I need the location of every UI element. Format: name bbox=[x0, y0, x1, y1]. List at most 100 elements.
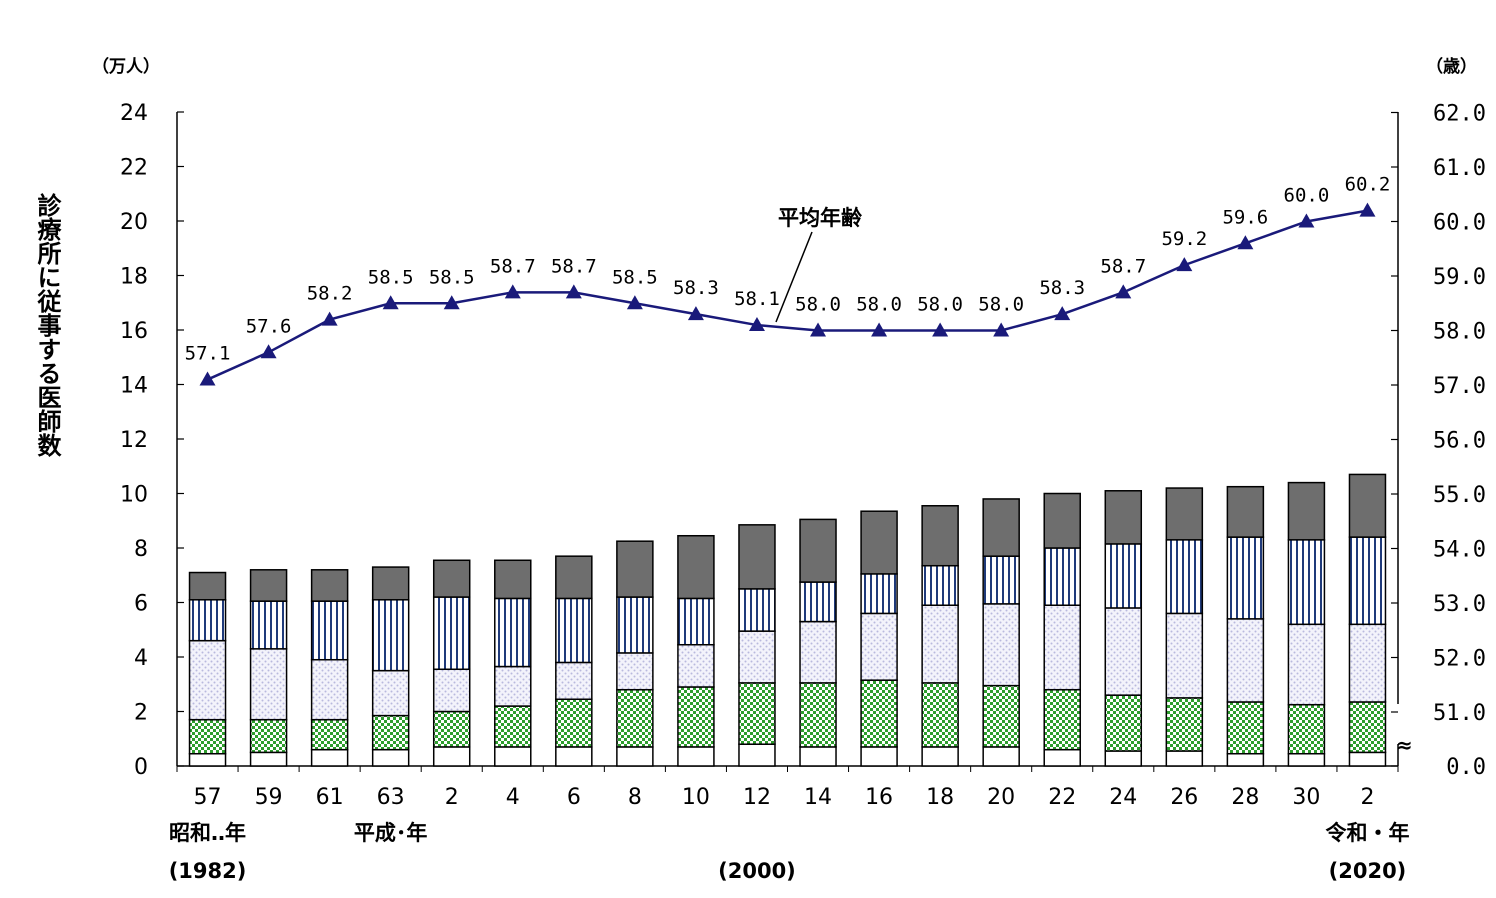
y-axis-unit: （万人） bbox=[92, 57, 160, 77]
bar-segment bbox=[371, 599, 410, 672]
x-tick-label: 20 bbox=[987, 785, 1015, 810]
bar-segment bbox=[982, 603, 1020, 687]
bar-segment bbox=[1226, 618, 1265, 703]
line-marker bbox=[932, 322, 949, 337]
chart-text: 0246810121416182022240.051.052.053.054.0… bbox=[120, 101, 1486, 883]
bar-segment bbox=[432, 668, 471, 713]
line-data-label: 60.0 bbox=[1284, 185, 1330, 207]
line-marker bbox=[1176, 257, 1193, 272]
bar-segment bbox=[677, 597, 715, 646]
y2-tick-label: 54.0 bbox=[1433, 538, 1486, 563]
bar-segment bbox=[249, 751, 288, 767]
bar-segment bbox=[616, 652, 654, 691]
x-tick-label: 59 bbox=[255, 785, 283, 810]
line-data-label: 57.1 bbox=[185, 343, 231, 365]
era-label: 令和・年 bbox=[1325, 821, 1409, 845]
y2-tick-label: 55.0 bbox=[1433, 483, 1486, 508]
bar-segment bbox=[555, 597, 593, 664]
bar-segment bbox=[249, 648, 288, 721]
y2-tick-label: 60.0 bbox=[1433, 211, 1486, 236]
bar-segment bbox=[799, 746, 837, 767]
y-axis-title: 診療所に従事する医師数 bbox=[33, 193, 61, 457]
bar-segment bbox=[860, 612, 898, 681]
y-tick-label: 4 bbox=[134, 646, 148, 671]
x-tick-label: 18 bbox=[926, 785, 954, 810]
bar-segment bbox=[1104, 607, 1143, 696]
bar-segment bbox=[1165, 612, 1204, 699]
line-data-label: 58.0 bbox=[856, 294, 902, 316]
bar-segment bbox=[494, 559, 532, 600]
average-age-line bbox=[199, 202, 1376, 386]
bar-segment bbox=[494, 665, 532, 707]
bar-segment bbox=[1287, 481, 1326, 541]
line-marker bbox=[1359, 202, 1376, 217]
bar-segment bbox=[432, 559, 471, 598]
bar-segment bbox=[1287, 623, 1326, 706]
bar-segment bbox=[371, 566, 410, 601]
bar-segment bbox=[432, 596, 471, 671]
year-label: (2020) bbox=[1329, 859, 1407, 883]
era-label: 平成･年 bbox=[354, 821, 428, 845]
x-tick-label: 2 bbox=[445, 785, 459, 810]
line-data-label: 60.2 bbox=[1345, 174, 1391, 196]
bar-segment bbox=[1165, 750, 1204, 767]
bar-segment bbox=[555, 555, 593, 600]
bar-segment bbox=[1226, 485, 1265, 538]
bar-segment bbox=[616, 540, 654, 598]
line-marker bbox=[810, 322, 827, 337]
line-data-label: 58.3 bbox=[1039, 277, 1085, 299]
bar-segment bbox=[616, 746, 654, 767]
bar-segment bbox=[860, 573, 898, 615]
bar-segment bbox=[799, 682, 837, 748]
bar-segment bbox=[494, 597, 532, 668]
bar-segment bbox=[555, 698, 593, 748]
x-tick-label: 12 bbox=[743, 785, 771, 810]
bar-segment bbox=[677, 643, 715, 688]
bar-segment bbox=[1165, 697, 1204, 752]
y-tick-label: 6 bbox=[134, 592, 148, 617]
bar-segment bbox=[432, 746, 471, 767]
year-label: (2000) bbox=[718, 859, 796, 883]
line-marker bbox=[382, 295, 399, 310]
bar-segment bbox=[188, 639, 227, 721]
x-tick-label: 63 bbox=[377, 785, 405, 810]
era-label: 昭和‥年 bbox=[169, 821, 246, 845]
y-tick-label: 14 bbox=[120, 374, 148, 399]
line-data-label: 58.0 bbox=[978, 294, 1024, 316]
y-tick-label: 12 bbox=[120, 428, 148, 453]
bar-segment bbox=[738, 588, 776, 632]
line-marker bbox=[565, 284, 582, 299]
bar-segment bbox=[738, 743, 776, 767]
bar-segment bbox=[1287, 703, 1326, 755]
line-marker bbox=[199, 371, 216, 386]
bar-segment bbox=[1348, 701, 1387, 754]
line-data-label: 58.5 bbox=[429, 266, 475, 288]
bar-segment bbox=[1348, 623, 1387, 703]
y2-axis-unit: （歳） bbox=[1426, 57, 1477, 77]
bar-segment bbox=[738, 630, 776, 684]
bar-segment bbox=[310, 718, 349, 751]
bar-segment bbox=[1165, 487, 1204, 541]
bar-segment bbox=[188, 752, 227, 767]
x-tick-label: 24 bbox=[1109, 785, 1137, 810]
line-marker bbox=[1115, 284, 1132, 299]
line-data-label: 58.5 bbox=[612, 266, 658, 288]
bar-segment bbox=[921, 746, 959, 767]
bar-segment bbox=[1348, 751, 1387, 767]
line-data-label: 58.2 bbox=[307, 283, 353, 305]
line-marker bbox=[687, 306, 704, 321]
y-tick-label: 16 bbox=[120, 319, 148, 344]
line-data-label: 58.0 bbox=[795, 294, 841, 316]
bar-segment bbox=[310, 600, 349, 661]
line-marker bbox=[1054, 306, 1071, 321]
bar-segment bbox=[1043, 688, 1081, 751]
y2-tick-label: 62.0 bbox=[1433, 102, 1486, 127]
line-data-label: 58.7 bbox=[551, 255, 597, 277]
bar-segment bbox=[494, 705, 532, 748]
bar-segment bbox=[738, 682, 776, 745]
x-tick-label: 30 bbox=[1292, 785, 1320, 810]
bar-segment bbox=[249, 600, 288, 650]
bar-segment bbox=[677, 686, 715, 748]
bar-segment bbox=[921, 505, 959, 567]
